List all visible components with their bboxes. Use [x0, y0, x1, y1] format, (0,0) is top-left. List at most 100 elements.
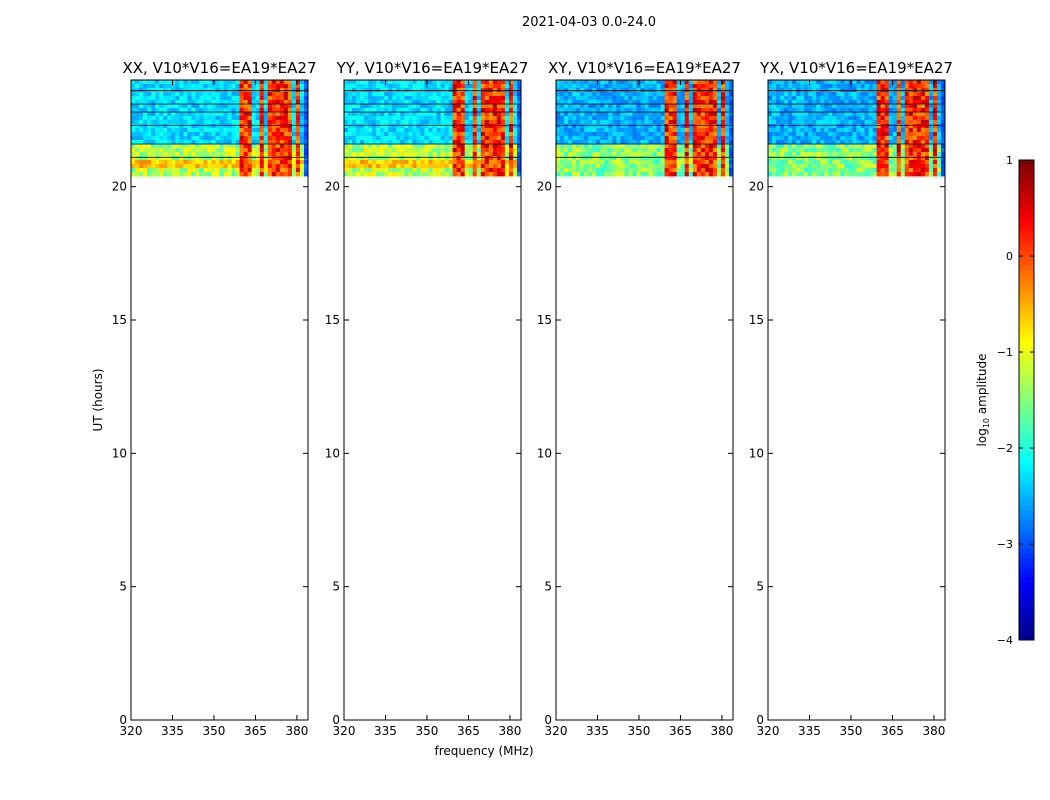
heatmap-cell: [916, 88, 922, 93]
heatmap-cell: [380, 164, 385, 169]
heatmap-cell: [920, 116, 926, 121]
heatmap-cell: [380, 120, 385, 125]
heatmap-cell: [868, 116, 873, 121]
colorbar-swatch: [1019, 616, 1034, 622]
heatmap-cell: [560, 108, 565, 113]
heatmap-cell: [812, 124, 817, 129]
heatmap-cell: [712, 124, 718, 129]
heatmap-cell: [416, 168, 421, 173]
heatmap-cell: [516, 108, 522, 113]
heatmap-cell: [904, 164, 910, 169]
heatmap-cell: [235, 164, 241, 169]
heatmap-cell: [820, 88, 825, 93]
heatmap-cell: [356, 160, 361, 165]
heatmap-cell: [412, 172, 417, 177]
heatmap-cell: [472, 172, 478, 177]
heatmap-cell: [832, 136, 837, 141]
heatmap-cell: [360, 100, 365, 105]
heatmap-cell: [600, 148, 605, 153]
heatmap-cell: [616, 120, 621, 125]
heatmap-cell: [191, 148, 196, 153]
heatmap-cell: [776, 144, 781, 149]
heatmap-cell: [940, 80, 946, 85]
colorbar-swatch: [1019, 275, 1034, 281]
heatmap-cell: [696, 156, 702, 161]
heatmap-cell: [291, 124, 297, 129]
heatmap-cell: [568, 120, 573, 125]
heatmap-cell: [692, 172, 698, 177]
heatmap-cell: [704, 136, 710, 141]
heatmap-cell: [888, 92, 894, 97]
heatmap-cell: [295, 116, 301, 121]
heatmap-cell: [488, 92, 494, 97]
heatmap-cell: [580, 84, 585, 89]
heatmap-cell: [348, 168, 353, 173]
heatmap-cell: [368, 120, 373, 125]
heatmap-cell: [287, 156, 293, 161]
heatmap-cell: [604, 112, 609, 117]
heatmap-cell: [856, 136, 861, 141]
heatmap-cell: [564, 120, 569, 125]
heatmap-cell: [432, 124, 437, 129]
heatmap-cell: [516, 88, 522, 93]
heatmap-cell: [243, 88, 249, 93]
heatmap-cell: [632, 120, 637, 125]
heatmap-cell: [348, 124, 353, 129]
heatmap-cell: [460, 132, 466, 137]
heatmap-cell: [267, 152, 273, 157]
heatmap-cell: [436, 152, 441, 157]
heatmap-cell: [424, 116, 429, 121]
heatmap-cell: [768, 116, 773, 121]
heatmap-cell: [800, 92, 805, 97]
heatmap-cell: [636, 172, 641, 177]
heatmap-cell: [508, 124, 514, 129]
heatmap-cell: [504, 100, 510, 105]
heatmap-cell: [516, 96, 522, 101]
heatmap-cell: [924, 164, 930, 169]
heatmap-cell: [368, 172, 373, 177]
heatmap-cell: [428, 104, 433, 109]
x-axis-label: frequency (MHz): [434, 744, 533, 758]
heatmap-cell: [624, 164, 629, 169]
heatmap-cell: [412, 148, 417, 153]
heatmap-cell: [388, 148, 393, 153]
heatmap-cell: [275, 116, 281, 121]
heatmap-cell: [932, 168, 938, 173]
heatmap-cell: [884, 112, 890, 117]
heatmap-cell: [796, 140, 801, 145]
heatmap-cell: [167, 88, 172, 93]
heatmap-cell: [860, 136, 865, 141]
heatmap-cell: [263, 116, 269, 121]
heatmap-cell: [303, 156, 309, 161]
heatmap-cell: [215, 96, 220, 101]
heatmap-cell: [436, 112, 441, 117]
heatmap-cell: [728, 128, 734, 133]
heatmap-cell: [368, 156, 373, 161]
heatmap-cell: [888, 160, 894, 165]
heatmap-cell: [860, 132, 865, 137]
heatmap-cell: [372, 148, 377, 153]
heatmap-cell: [263, 148, 269, 153]
heatmap-cell: [195, 140, 200, 145]
heatmap-cell: [640, 148, 645, 153]
heatmap-cell: [368, 84, 373, 89]
heatmap-cell: [940, 140, 946, 145]
heatmap-cell: [936, 120, 942, 125]
heatmap-cell: [368, 104, 373, 109]
heatmap-cell: [167, 100, 172, 105]
heatmap-cell: [167, 144, 172, 149]
heatmap-cell: [135, 132, 140, 137]
heatmap-cell: [440, 160, 445, 165]
heatmap-cell: [688, 164, 694, 169]
heatmap-cell: [716, 104, 722, 109]
heatmap-cell: [940, 136, 946, 141]
heatmap-cell: [940, 112, 946, 117]
heatmap-cell: [420, 108, 425, 113]
heatmap-cell: [892, 160, 898, 165]
heatmap-cell: [344, 112, 349, 117]
heatmap-cell: [287, 80, 293, 85]
heatmap-cell: [904, 100, 910, 105]
heatmap-cell: [880, 92, 886, 97]
heatmap-cell: [916, 164, 922, 169]
heatmap-cell: [928, 160, 934, 165]
